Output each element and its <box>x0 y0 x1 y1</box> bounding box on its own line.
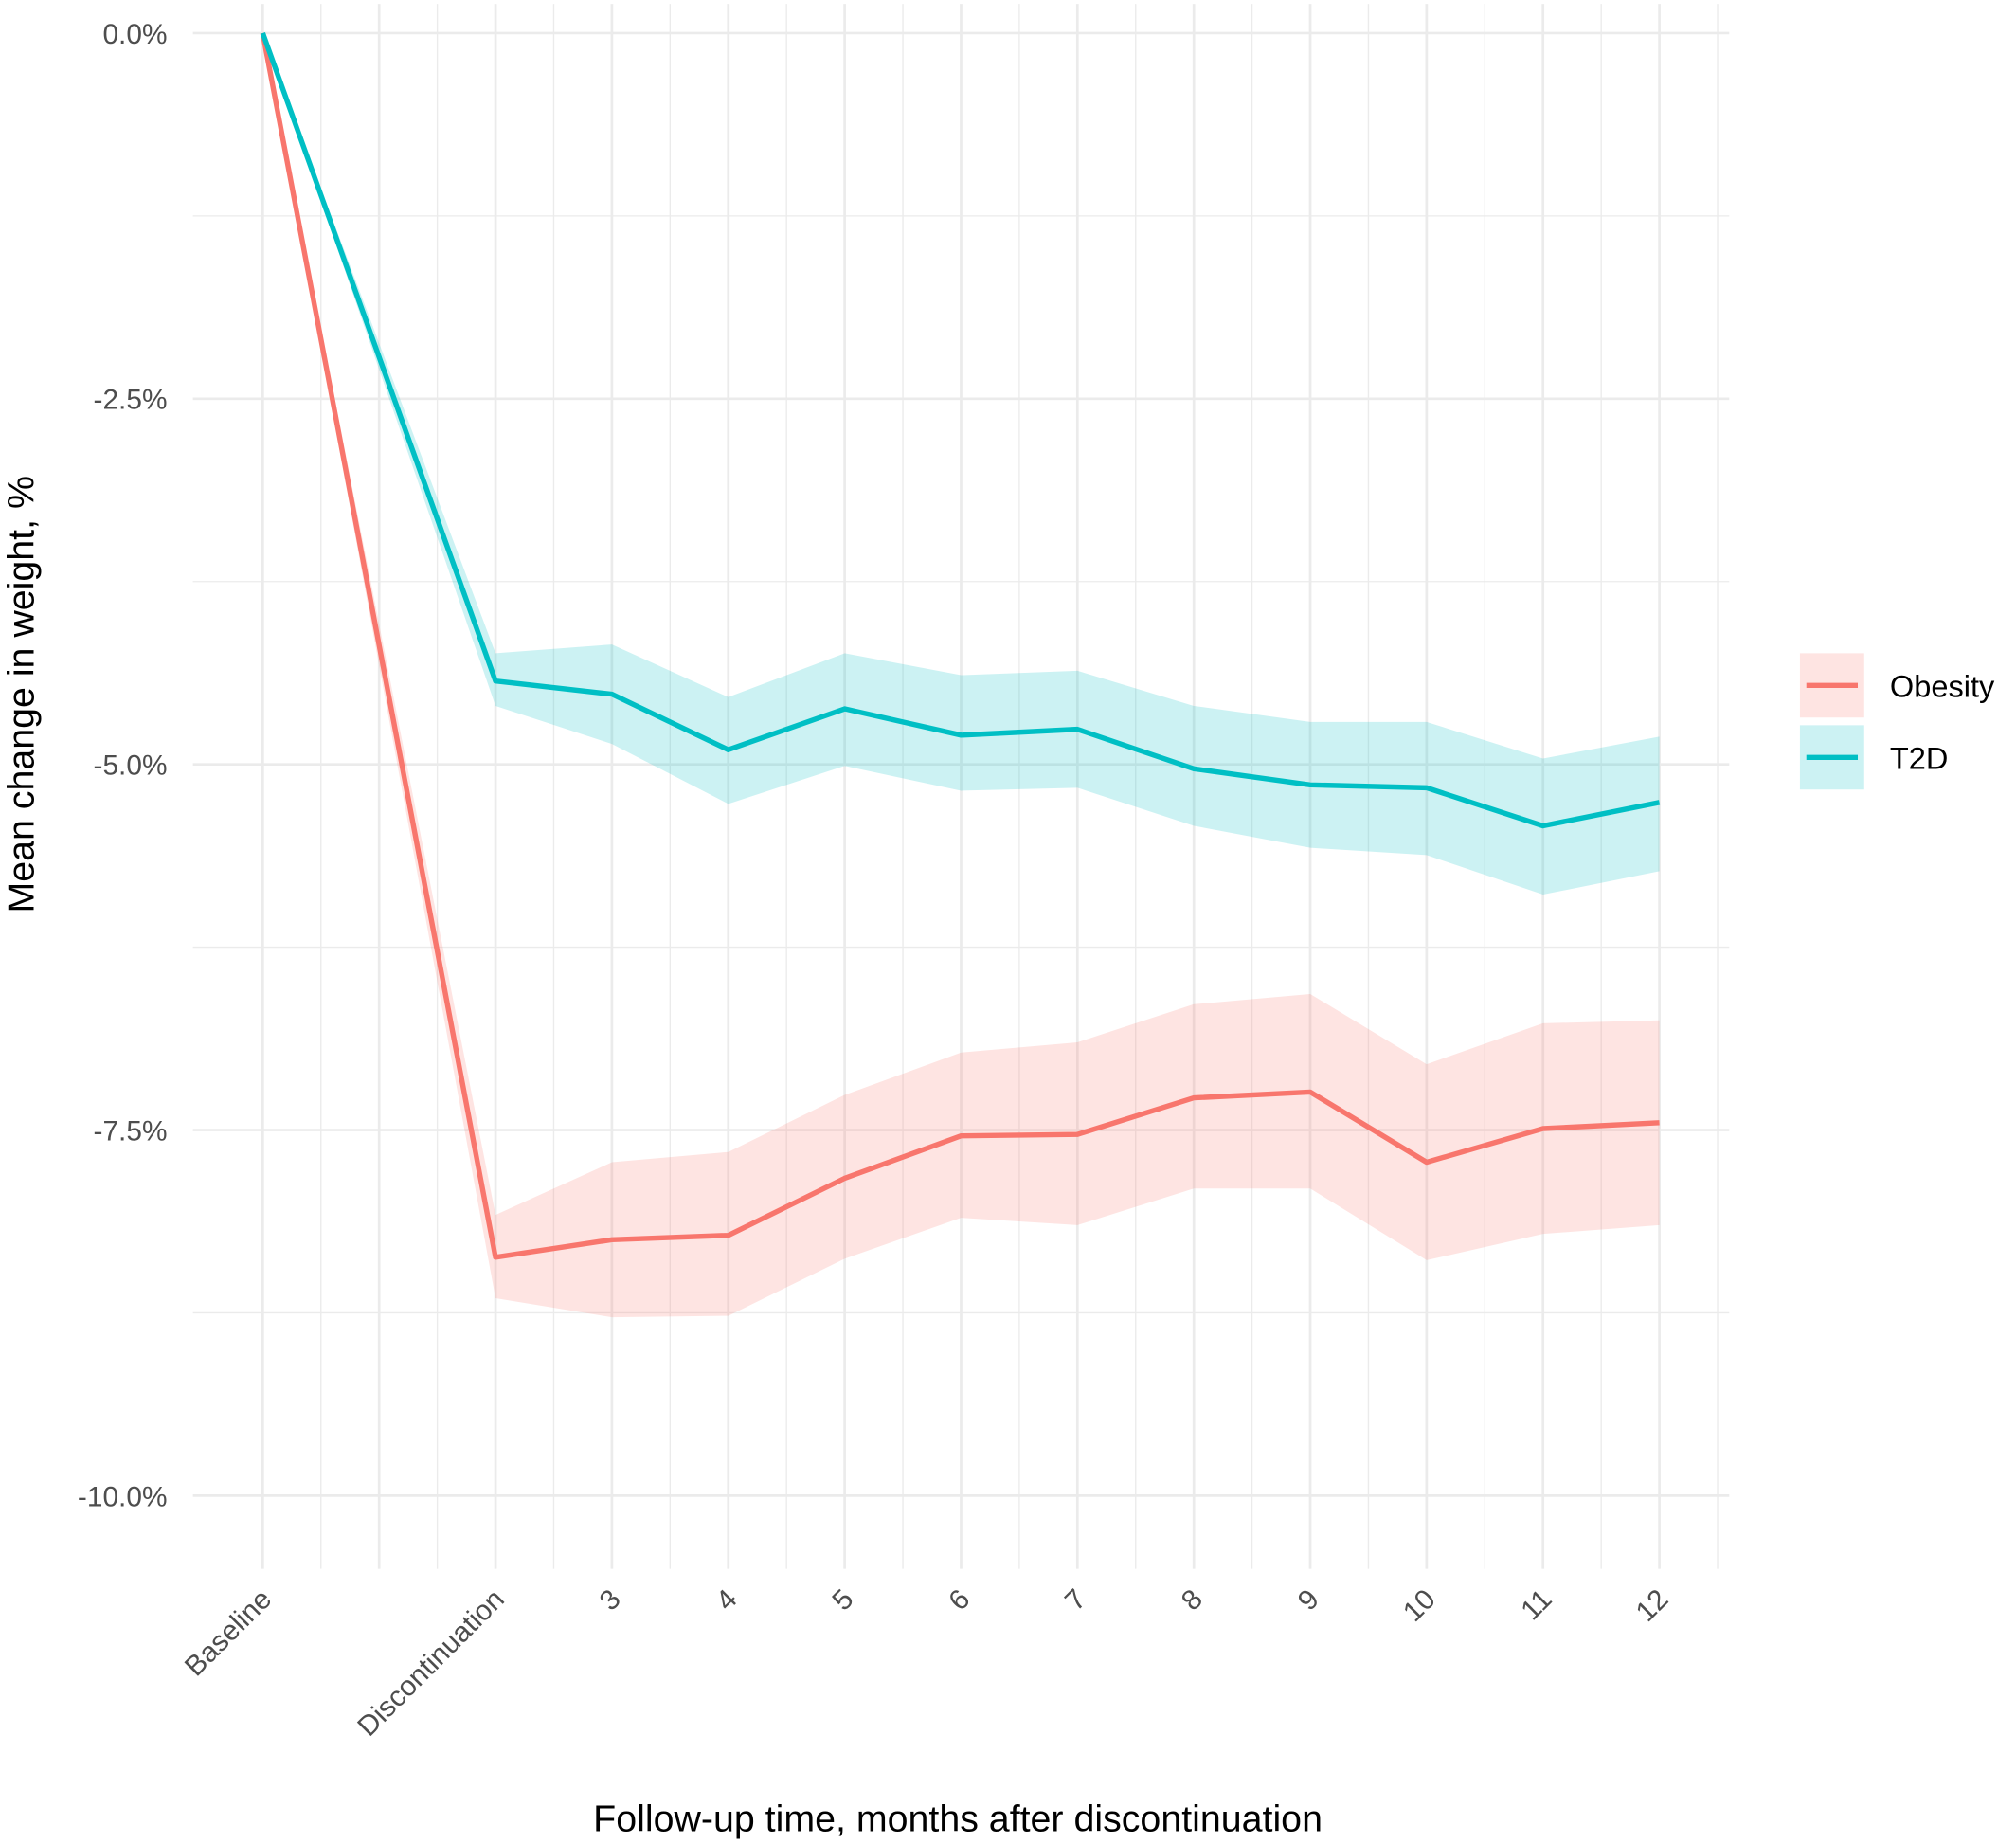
y-tick-label: -2.5% <box>94 385 168 416</box>
x-tick-label: Baseline <box>179 1583 278 1682</box>
x-tick-label: 8 <box>1176 1583 1209 1617</box>
y-axis-title: Mean change in weight, % <box>0 476 42 913</box>
confidence-band <box>262 32 1660 895</box>
grid <box>192 4 1730 1569</box>
x-tick-label: 11 <box>1515 1583 1557 1626</box>
y-tick-label: -5.0% <box>94 750 168 782</box>
confidence-band <box>262 32 1660 1318</box>
line <box>260 32 1661 829</box>
y-tick-label: -7.5% <box>94 1115 168 1147</box>
x-tick-label: Discontinuation <box>351 1583 511 1743</box>
x-tick-label: 9 <box>1292 1583 1325 1617</box>
line <box>260 32 1660 1260</box>
x-tick-label: 5 <box>826 1583 859 1617</box>
x-tick-label: 12 <box>1630 1583 1675 1628</box>
x-tick-label: 6 <box>943 1583 976 1617</box>
legend-label: T2D <box>1890 742 1948 776</box>
x-tick-label: 4 <box>710 1583 743 1617</box>
x-tick-label: 7 <box>1059 1583 1092 1617</box>
x-axis-title: Follow-up time, months after discontinua… <box>593 1798 1323 1839</box>
legend-label: Obesity <box>1890 670 1995 704</box>
y-tick-label: 0.0% <box>102 19 167 50</box>
legend-item: Obesity <box>1799 653 1995 718</box>
x-tick-label: 10 <box>1397 1583 1442 1628</box>
x-tick-label: 3 <box>594 1583 627 1617</box>
y-tick-label: -10.0% <box>78 1481 168 1512</box>
legend-item: T2D <box>1799 725 1948 790</box>
